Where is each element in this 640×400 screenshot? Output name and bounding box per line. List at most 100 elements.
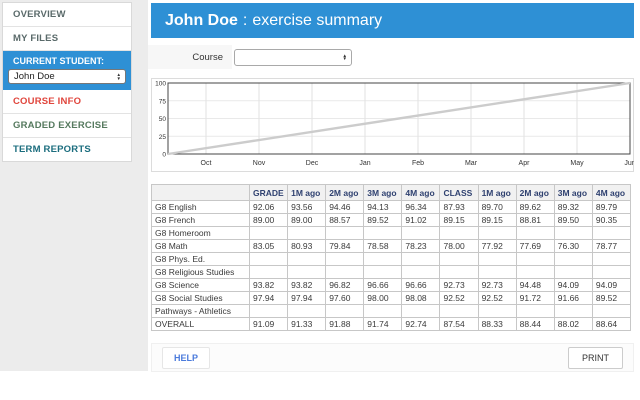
help-button[interactable]: HELP	[162, 346, 211, 369]
grade-cell: 78.00	[439, 239, 479, 253]
grade-cell: 94.46	[325, 200, 365, 214]
grade-cell: 90.35	[591, 213, 632, 227]
grade-cell	[477, 304, 517, 318]
grade-cell: 77.92	[477, 239, 517, 253]
x-tick-label: Dec	[306, 160, 319, 167]
grade-cell	[439, 226, 479, 240]
table-header-row: GRADE 1M ago 2M ago 3M ago 4M ago CLASS 1M ago…	[151, 184, 632, 201]
x-tick-label: Apr	[519, 160, 531, 167]
grade-cell: 89.00	[287, 213, 327, 227]
grade-cell: 97.60	[325, 291, 365, 305]
progress-chart: 0 25 50 75 100 Oct Nov Dec Jan Feb Mar Apr May Jun	[151, 78, 636, 172]
grade-cell: 78.58	[363, 239, 403, 253]
grade-cell: 88.64	[591, 317, 632, 331]
grade-cell	[439, 304, 479, 318]
sidebar-item-course-info[interactable]: COURSE INFO	[3, 90, 131, 114]
grade-cell: 91.66	[553, 291, 593, 305]
table-row: OVERALL 91.09 91.33 91.88 91.74 92.74 87.54 88.…	[151, 317, 632, 331]
row-label: G8 Math	[151, 239, 250, 253]
grade-cell	[515, 226, 555, 240]
sidebar-item-overview[interactable]: OVERVIEW	[3, 3, 131, 27]
grade-cell: 96.66	[401, 278, 441, 292]
grade-cell	[439, 252, 479, 266]
x-tick-label: Oct	[201, 160, 212, 167]
sidebar: OVERVIEW MY FILES CURRENT STUDENT: John …	[2, 2, 132, 162]
table-row: G8 Religious Studies	[151, 265, 632, 279]
grade-cell	[515, 265, 555, 279]
y-tick-label: 25	[159, 134, 167, 141]
table-row: Pathways - Athletics	[151, 304, 632, 318]
grade-cell: 92.73	[477, 278, 517, 292]
grade-cell: 96.66	[363, 278, 403, 292]
page-title: John Doe : exercise summary	[151, 3, 634, 38]
column-header: 3M ago	[553, 184, 593, 201]
table-row: G8 Homeroom	[151, 226, 632, 240]
grade-cell: 97.94	[287, 291, 327, 305]
grade-cell: 92.06	[248, 200, 289, 214]
grade-cell: 78.77	[591, 239, 632, 253]
grade-cell: 88.44	[515, 317, 555, 331]
grade-cell: 88.02	[553, 317, 593, 331]
grade-cell: 88.81	[515, 213, 555, 227]
sidebar-item-graded-exercise[interactable]: GRADED EXERCISE	[3, 114, 131, 138]
row-label: Pathways - Athletics	[151, 304, 250, 318]
y-tick-label: 100	[155, 81, 166, 88]
row-label: OVERALL	[151, 317, 250, 331]
grade-cell	[515, 304, 555, 318]
grade-cell: 92.73	[439, 278, 479, 292]
grade-cell	[363, 304, 403, 318]
grade-cell: 87.54	[439, 317, 479, 331]
grade-cell: 89.32	[553, 200, 593, 214]
row-label: G8 Social Studies	[151, 291, 250, 305]
grade-cell: 98.08	[401, 291, 441, 305]
grade-cell	[515, 252, 555, 266]
table-row: G8 English 92.06 93.56 94.46 94.13 96.34 87.93…	[151, 200, 632, 214]
course-select[interactable]: ▲ ▼	[234, 48, 352, 66]
grade-cell	[363, 226, 403, 240]
grade-cell	[325, 226, 365, 240]
grade-cell: 91.09	[248, 317, 289, 331]
grade-cell	[363, 252, 403, 266]
print-button[interactable]: PRINT	[568, 346, 623, 369]
grade-cell	[591, 304, 632, 318]
grade-cell	[401, 304, 441, 318]
grade-cell: 96.82	[325, 278, 365, 292]
grade-cell: 89.52	[591, 291, 632, 305]
table-row: G8 Science 93.82 93.82 96.82 96.66 96.66 92.73…	[151, 278, 632, 292]
sidebar-item-my-files[interactable]: MY FILES	[3, 27, 131, 51]
grade-cell	[553, 304, 593, 318]
student-select[interactable]: John Doe ▲ ▼	[8, 69, 126, 84]
x-tick-label: Jun	[624, 160, 634, 167]
y-tick-label: 0	[162, 152, 166, 159]
grade-cell	[553, 265, 593, 279]
table-row: G8 Social Studies 97.94 97.94 97.60 98.00 98.…	[151, 291, 632, 305]
row-label: G8 Phys. Ed.	[151, 252, 250, 266]
main-content: John Doe : exercise summary Course ▲ ▼ 0 2…	[148, 0, 637, 372]
grade-cell: 91.88	[325, 317, 365, 331]
progress-chart-svg: 0 25 50 75 100 Oct Nov Dec Jan Feb Mar Apr May Jun	[155, 81, 636, 168]
column-header: 1M ago	[477, 184, 517, 201]
progress-line	[167, 81, 631, 156]
grade-cell	[248, 304, 289, 318]
page-background: OVERVIEW MY FILES CURRENT STUDENT: John …	[0, 0, 637, 372]
grade-cell	[553, 226, 593, 240]
grade-cell: 88.33	[477, 317, 517, 331]
grade-cell	[325, 265, 365, 279]
grade-cell	[325, 304, 365, 318]
grade-cell	[287, 226, 327, 240]
grade-cell	[248, 226, 289, 240]
title-separator: :	[242, 11, 248, 29]
column-header: 1M ago	[287, 184, 327, 201]
grade-cell: 91.74	[363, 317, 403, 331]
grade-cell: 96.34	[401, 200, 441, 214]
grade-cell	[553, 252, 593, 266]
row-label: G8 Religious Studies	[151, 265, 250, 279]
row-label: G8 Homeroom	[151, 226, 250, 240]
table-row: G8 Math 83.05 80.93 79.84 78.58 78.23 78.00 77.…	[151, 239, 632, 253]
column-header: 4M ago	[401, 184, 441, 201]
sidebar-item-term-reports[interactable]: TERM REPORTS	[3, 138, 131, 161]
sidebar-item-current-student: CURRENT STUDENT: John Doe ▲ ▼	[3, 51, 131, 90]
grade-cell: 98.00	[363, 291, 403, 305]
x-tick-label: Nov	[253, 160, 266, 167]
grade-cell	[591, 252, 632, 266]
